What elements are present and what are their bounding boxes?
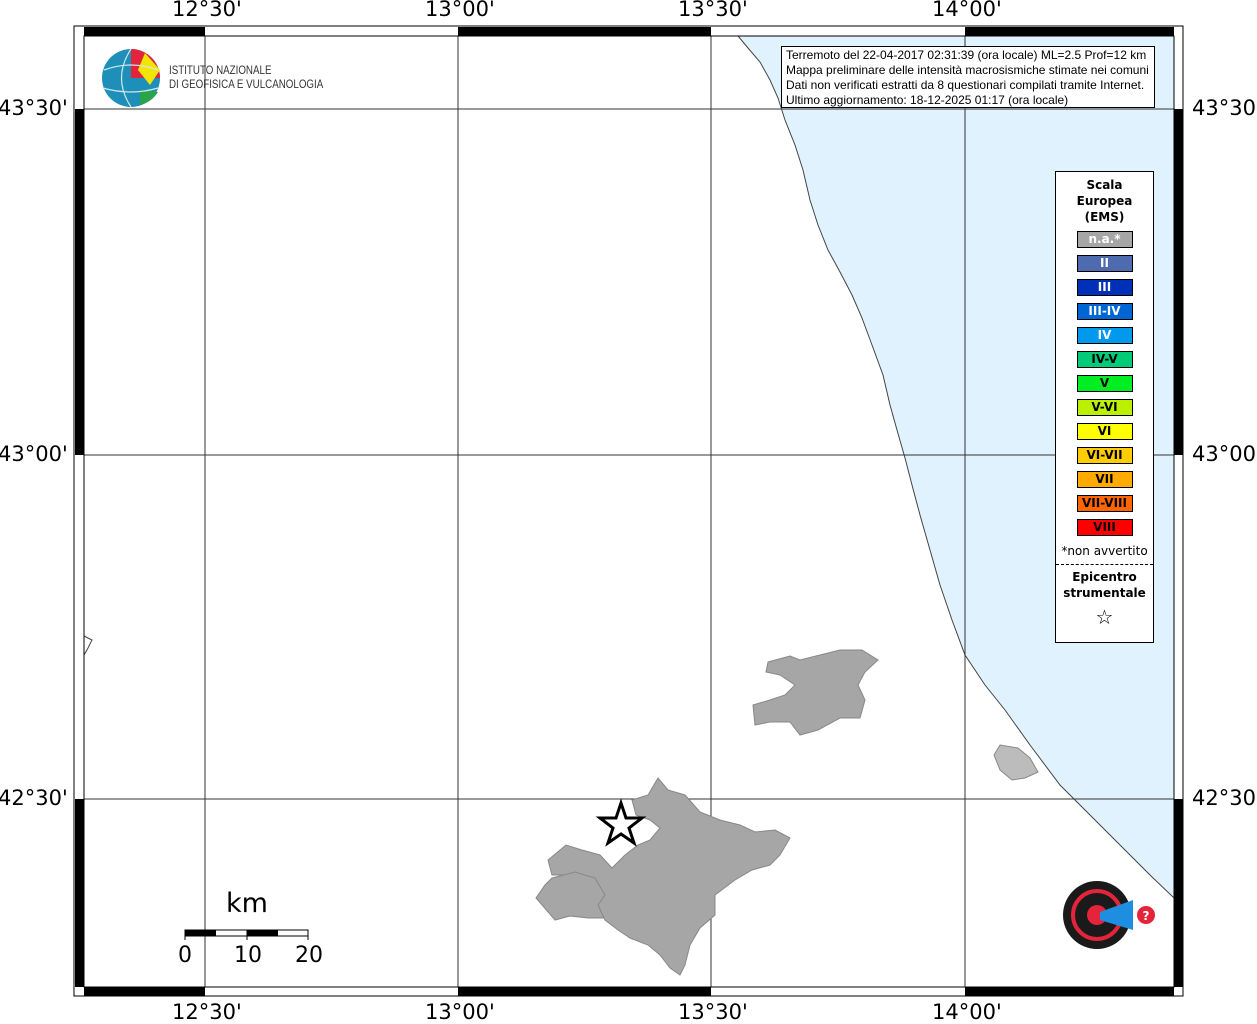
legend-title-line: Europea bbox=[1076, 194, 1133, 208]
lat-label-right: 43°00' bbox=[1192, 442, 1257, 466]
event-info-box: Terremoto del 22-04-2017 02:31:39 (ora l… bbox=[781, 46, 1155, 108]
legend-note: *non avvertito bbox=[1061, 544, 1148, 558]
info-line: Dati non verificati estratti da 8 questi… bbox=[786, 78, 1145, 92]
lon-label-top: 12°30' bbox=[172, 0, 242, 21]
legend-title-line: Scala bbox=[1086, 178, 1123, 192]
legend-swatch-vi: VI bbox=[1076, 423, 1133, 440]
lat-label-left: 42°30' bbox=[0, 786, 68, 810]
municipality-area bbox=[752, 649, 879, 736]
legend-swatch-viii: VIII bbox=[1076, 519, 1133, 536]
lon-label-bottom: 13°30' bbox=[678, 1000, 748, 1024]
lat-label-left: 43°30' bbox=[0, 96, 68, 120]
municipality-area bbox=[547, 777, 791, 976]
logo-line: ISTITUTO NAZIONALE bbox=[169, 65, 272, 77]
legend-swatch-v: V bbox=[1076, 375, 1133, 392]
legend-swatch-iii-iv: III-IV bbox=[1076, 303, 1133, 320]
info-line: Terremoto del 22-04-2017 02:31:39 (ora l… bbox=[786, 48, 1147, 62]
legend-epicenter-label: strumentale bbox=[1063, 586, 1146, 600]
legend-swatch-iv-v: IV-V bbox=[1076, 351, 1133, 368]
legend-swatch-iii: III bbox=[1076, 279, 1133, 296]
legend-swatch-v-vi: V-VI bbox=[1076, 399, 1133, 416]
ingv-logo-text: ISTITUTO NAZIONALE DI GEOFISICA E VULCAN… bbox=[169, 64, 323, 92]
info-line: Mappa preliminare delle intensità macros… bbox=[786, 63, 1149, 77]
scale-tick: 0 bbox=[178, 943, 192, 968]
map-frame bbox=[73, 25, 1184, 997]
lon-label-bottom: 13°00' bbox=[425, 1000, 495, 1024]
legend-swatch-vii-viii: VII-VIII bbox=[1076, 495, 1133, 512]
ingv-globe-logo bbox=[102, 48, 160, 108]
legend-swatch-vi-vii: VI-VII bbox=[1076, 447, 1133, 464]
lon-label-top: 13°00' bbox=[425, 0, 495, 21]
lon-label-bottom: 14°00' bbox=[932, 1000, 1002, 1024]
legend-title-line: (EMS) bbox=[1084, 210, 1125, 224]
info-line: Ultimo aggiornamento: 18-12-2025 01:17 (… bbox=[786, 93, 1069, 107]
municipality-area bbox=[535, 871, 606, 921]
logo-line: DI GEOFISICA E VULCANOLOGIA bbox=[169, 79, 324, 91]
legend-epicenter-label: Epicentro bbox=[1072, 570, 1137, 584]
graticule bbox=[84, 36, 1174, 987]
municipality-area bbox=[993, 744, 1039, 781]
scale-bar bbox=[184, 929, 309, 940]
legend-swatch-ii: II bbox=[1076, 255, 1133, 272]
lat-label-right: 42°30' bbox=[1192, 786, 1257, 810]
legend-title: Scala Europea (EMS) bbox=[1056, 177, 1153, 225]
star-icon: ☆ bbox=[1095, 605, 1114, 629]
epicenter-star-icon[interactable] bbox=[595, 798, 647, 847]
legend-swatch-n-a-: n.a.* bbox=[1076, 231, 1133, 248]
scale-unit: km bbox=[226, 888, 268, 919]
lat-label-right: 43°30' bbox=[1192, 96, 1257, 120]
ems-legend: Scala Europea (EMS) n.a.* II III III-IV IV IV… bbox=[1055, 171, 1154, 643]
legend-divider bbox=[1056, 564, 1153, 565]
svg-text:?: ? bbox=[1143, 909, 1150, 923]
legend-swatch-vii: VII bbox=[1076, 471, 1133, 488]
scale-tick: 10 bbox=[234, 943, 262, 968]
lon-label-bottom: 12°30' bbox=[172, 1000, 242, 1024]
lon-label-top: 13°30' bbox=[678, 0, 748, 21]
lon-label-top: 14°00' bbox=[932, 0, 1002, 21]
scale-tick: 20 bbox=[295, 943, 323, 968]
lat-label-left: 43°00' bbox=[0, 442, 68, 466]
hsit-logo: ? bbox=[1063, 881, 1155, 949]
legend-swatch-iv: IV bbox=[1076, 327, 1133, 344]
